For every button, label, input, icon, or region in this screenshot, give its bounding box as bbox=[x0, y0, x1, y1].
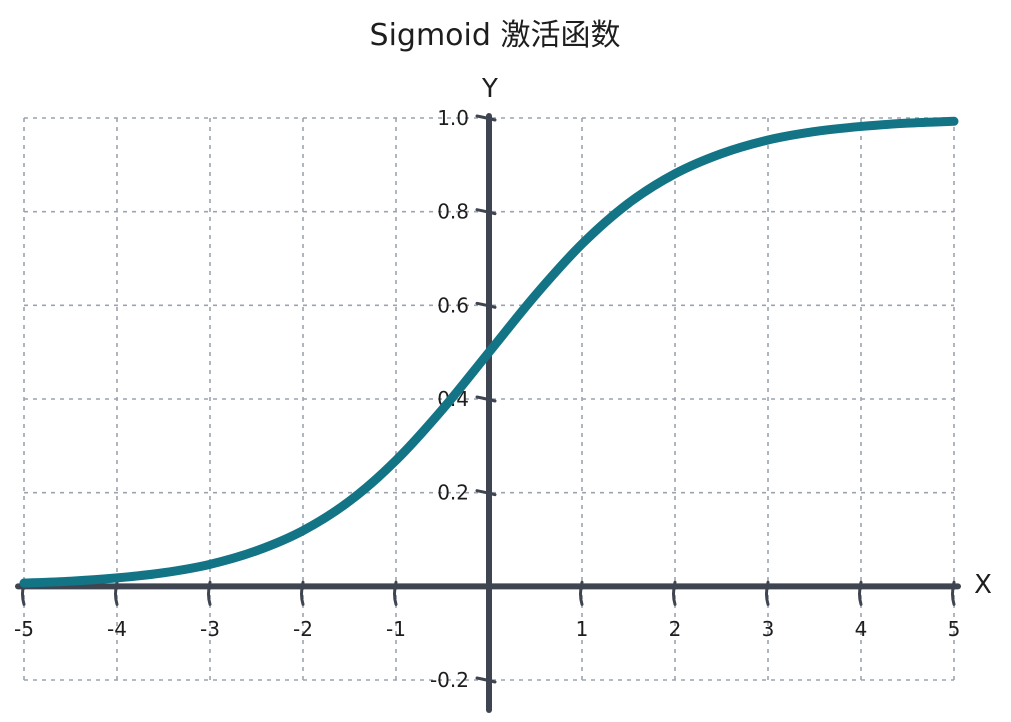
y-tick-mark bbox=[475, 208, 497, 216]
ticks: -5 -4 -3 -2 -1 1 2 3 4 51.00.80.60.40.2-0.2 bbox=[14, 106, 960, 692]
y-tick-label: -0.2 bbox=[430, 668, 469, 692]
x-tick-mark bbox=[207, 580, 212, 606]
curve-layer bbox=[19, 116, 959, 588]
x-tick-label: -5 bbox=[14, 617, 34, 641]
y-tick-label: 0.6 bbox=[437, 293, 469, 317]
y-tick-label: 0.2 bbox=[437, 481, 469, 505]
x-tick-label: 4 bbox=[855, 617, 868, 641]
y-tick-mark bbox=[475, 395, 497, 403]
y-tick-mark bbox=[475, 301, 497, 309]
x-tick-mark bbox=[951, 580, 956, 606]
x-tick-label: 3 bbox=[762, 617, 775, 641]
x-tick-mark bbox=[579, 580, 584, 606]
x-tick-label: -2 bbox=[293, 617, 313, 641]
y-tick-mark bbox=[475, 489, 497, 497]
x-tick-mark bbox=[858, 580, 863, 606]
x-tick-mark bbox=[300, 580, 305, 606]
y-tick-label: 1.0 bbox=[437, 106, 469, 130]
x-tick-mark bbox=[765, 580, 770, 606]
x-tick-label: -4 bbox=[107, 617, 127, 641]
x-tick-label: 2 bbox=[669, 617, 682, 641]
chart-title: Sigmoid 激活函数 bbox=[370, 18, 621, 53]
y-tick-label: 0.8 bbox=[437, 200, 469, 224]
axes bbox=[15, 113, 961, 713]
x-tick-label: -1 bbox=[386, 617, 406, 641]
y-tick-mark bbox=[475, 676, 497, 684]
x-tick-label: -3 bbox=[200, 617, 220, 641]
y-axis-label: Y bbox=[481, 74, 498, 104]
y-tick-mark bbox=[475, 114, 497, 122]
x-tick-mark bbox=[114, 580, 119, 606]
x-tick-mark bbox=[393, 580, 398, 606]
x-tick-label: 1 bbox=[576, 617, 589, 641]
x-axis-label: X bbox=[974, 570, 992, 600]
sigmoid-curve bbox=[19, 116, 959, 588]
sigmoid-curve-sketch-stroke bbox=[24, 121, 957, 587]
x-tick-mark bbox=[672, 580, 677, 606]
x-tick-label: 5 bbox=[948, 617, 961, 641]
